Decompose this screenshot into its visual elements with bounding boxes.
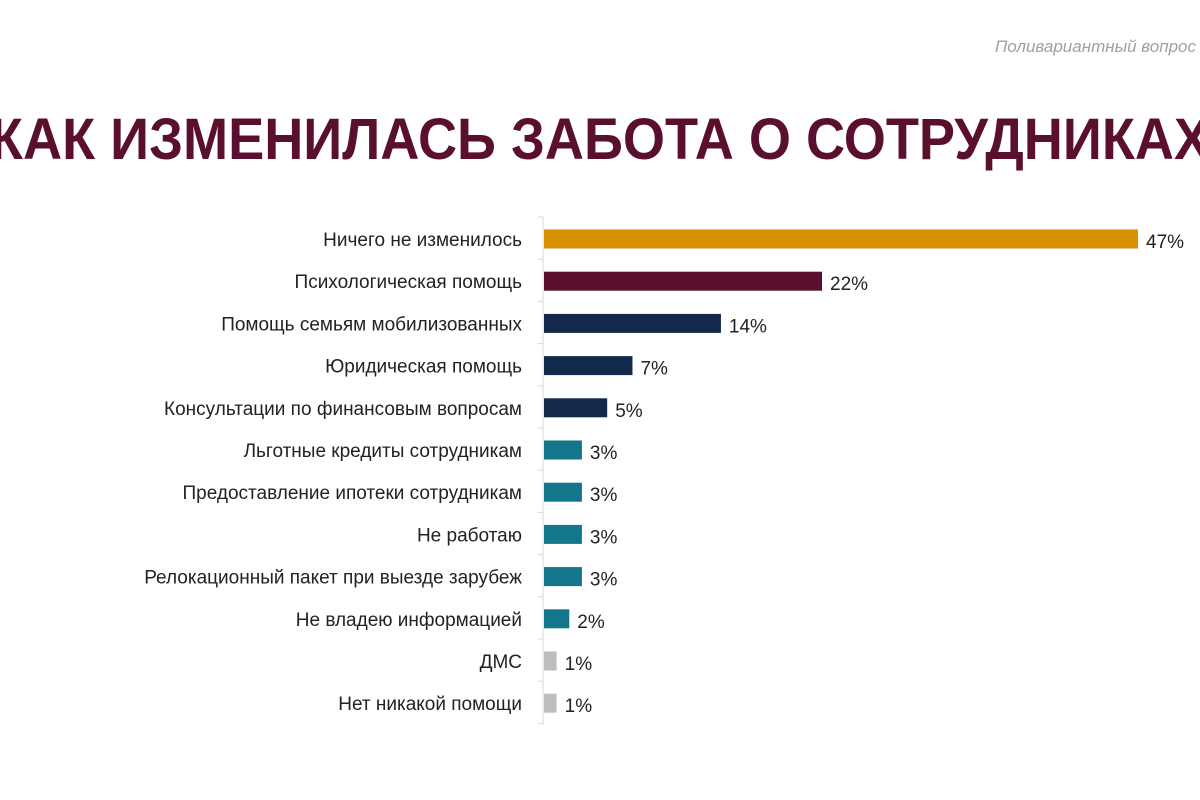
bar — [544, 651, 557, 671]
bar — [544, 398, 608, 418]
bar — [544, 229, 1138, 249]
value-label: 2% — [577, 612, 605, 633]
value-label: 1% — [565, 654, 593, 675]
value-label: 3% — [590, 443, 618, 464]
category-label: Консультации по финансовым вопросам — [164, 399, 522, 420]
category-label: Не владею информацией — [296, 610, 522, 631]
bar — [544, 482, 582, 502]
value-label: 14% — [729, 316, 767, 337]
value-label: 3% — [590, 485, 618, 506]
bar — [544, 356, 633, 376]
bar — [544, 693, 557, 713]
value-label: 3% — [590, 527, 618, 548]
category-label: Психологическая помощь — [295, 272, 523, 293]
value-label: 1% — [565, 696, 593, 717]
bar — [544, 271, 823, 291]
question-type-note: Поливариантный вопрос — [994, 37, 1196, 56]
value-label: 3% — [590, 570, 618, 591]
bar — [544, 567, 582, 587]
category-label: Льготные кредиты сотрудникам — [244, 441, 522, 462]
category-label: ДМС — [480, 652, 522, 673]
bar — [544, 524, 582, 544]
value-label: 47% — [1146, 232, 1184, 253]
category-label: Ничего не изменилось — [323, 230, 522, 251]
category-label: Помощь семьям мобилизованных — [221, 314, 522, 335]
bar — [544, 440, 582, 460]
bar — [544, 313, 721, 333]
bar — [544, 609, 570, 629]
value-label: 22% — [830, 274, 868, 295]
category-label: Нет никакой помощи — [338, 694, 522, 715]
category-label: Юридическая помощь — [325, 357, 522, 378]
value-label: 7% — [640, 359, 668, 380]
category-label: Предоставление ипотеки сотрудникам — [183, 483, 523, 504]
category-label: Не работаю — [417, 525, 522, 546]
value-label: 5% — [615, 401, 643, 422]
page-title: КАК ИЗМЕНИЛАСЬ ЗАБОТА О СОТРУДНИКАХ — [0, 107, 1200, 172]
category-label: Релокационный пакет при выезде зарубеж — [144, 568, 522, 589]
